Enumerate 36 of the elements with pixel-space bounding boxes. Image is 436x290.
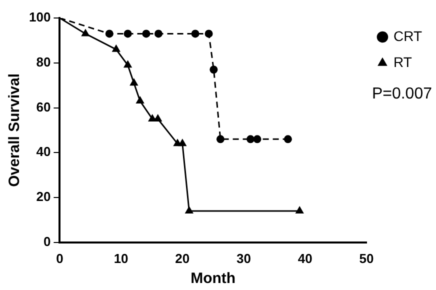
point — [124, 30, 132, 38]
point — [123, 60, 132, 68]
point — [136, 96, 144, 104]
point — [216, 135, 224, 144]
y-tick-label: 80 — [36, 54, 51, 70]
point — [130, 78, 138, 86]
point — [142, 30, 150, 38]
legend-label: RT — [393, 54, 412, 70]
x-axis-title: Month — [190, 270, 236, 288]
point — [295, 206, 304, 214]
y-tick-label: 20 — [36, 189, 51, 204]
point — [191, 30, 200, 38]
legend-label: CRT — [393, 28, 422, 44]
x-tick-label: 0 — [56, 250, 64, 266]
x-tick-label: 30 — [236, 250, 251, 266]
y-axis-title: Overall Survival — [6, 73, 24, 187]
y-tick-label: 60 — [36, 99, 51, 114]
point — [184, 206, 194, 214]
point — [154, 30, 162, 38]
point — [178, 138, 187, 146]
y-tick-label: 0 — [43, 234, 51, 249]
point — [210, 66, 218, 74]
point — [112, 44, 120, 52]
point — [253, 135, 262, 144]
x-tick-label: 40 — [298, 250, 312, 266]
point — [105, 30, 114, 38]
point — [81, 28, 90, 36]
point — [204, 30, 213, 38]
text: P=0.007 — [372, 85, 432, 102]
y-tick-label: 40 — [36, 144, 51, 160]
x-tick-label: 20 — [175, 250, 190, 266]
x-tick-label: 50 — [359, 250, 374, 266]
x-tick-label: 10 — [114, 250, 128, 266]
point — [246, 135, 255, 144]
y-tick-label: 100 — [28, 10, 51, 25]
point — [284, 135, 292, 144]
